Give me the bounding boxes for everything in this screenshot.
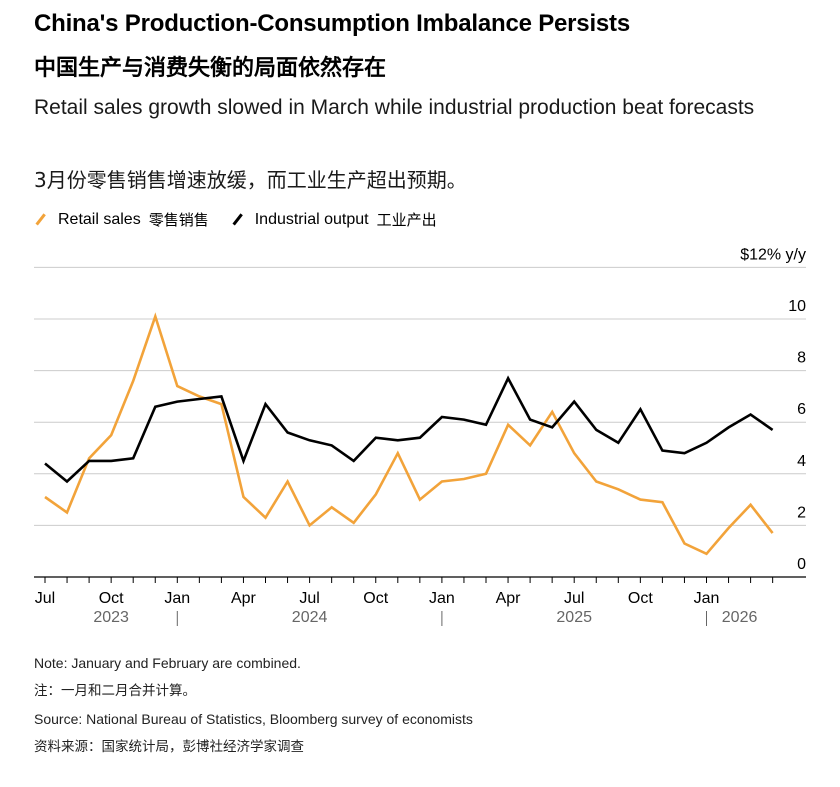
chart-subtitle: Retail sales growth slowed in March whil… (34, 96, 755, 119)
chart-subtitle-chinese: 3月份零售销售增速放缓，而工业生产超出预期。 (34, 168, 467, 192)
x-tick-label: Apr (231, 590, 257, 607)
x-tick-label: Oct (628, 590, 653, 607)
x-tick-label: Jul (299, 590, 319, 607)
year-label: 2024 (292, 609, 328, 626)
year-label: 2023 (93, 609, 129, 626)
source-note: Source: National Bureau of Statistics, B… (34, 711, 473, 727)
legend-item-retail-sales: Retail sales 零售销售 (34, 209, 209, 230)
y-tick-label: 0 (797, 556, 806, 573)
series-line-industrial-output (44, 375, 774, 484)
x-tick-label: Jan (429, 590, 455, 607)
y-tick-label: 10 (788, 298, 806, 315)
series-line-retail-sales (44, 312, 774, 556)
y-tick-label: 4 (797, 453, 806, 470)
y-tick-label: 2 (797, 504, 806, 521)
footnote: Note: January and February are combined. (34, 655, 301, 671)
year-label: 2025 (556, 609, 592, 626)
y-tick-label: 8 (797, 350, 806, 367)
x-tick-label: Jul (564, 590, 584, 607)
legend-label-industrial-output: Industrial output (254, 210, 369, 228)
year-label: 2026 (722, 609, 758, 626)
legend-label-industrial-output-chinese: 工业产出 (376, 211, 437, 229)
legend-label-retail-sales-chinese: 零售销售 (148, 211, 209, 229)
x-tick-label: Jan (164, 590, 190, 607)
chart-title: China's Production-Consumption Imbalance… (34, 10, 631, 37)
chart-title-chinese: 中国生产与消费失衡的局面依然存在 (34, 56, 387, 81)
y-axis-unit-label: $12% y/y (740, 246, 806, 263)
legend-label-retail-sales: Retail sales (58, 210, 141, 228)
x-tick-label: Jan (694, 590, 720, 607)
legend-item-industrial-output: Industrial output 工业产出 (231, 209, 437, 230)
line-chart: $12% y/y 2 4 6 8 10 0 Jul Oct Jan Apr Jul Oct Jan Apr J… (34, 246, 806, 626)
chart-footer: Note: January and February are combined.… (34, 654, 473, 766)
x-tick-label: Oct (363, 590, 388, 607)
x-tick-label: Oct (99, 590, 124, 607)
x-tick-label: Jul (35, 590, 55, 607)
x-tick-label: Apr (496, 590, 522, 607)
y-tick-label: 6 (797, 401, 806, 418)
chart-legend: Retail sales 零售销售 Industrial output 工业产出 (34, 209, 459, 230)
source-note-chinese: 资料来源：国家统计局，彭博社经济学家调查 (34, 739, 304, 755)
footnote-chinese: 注：一月和二月合并计算。 (34, 683, 196, 699)
